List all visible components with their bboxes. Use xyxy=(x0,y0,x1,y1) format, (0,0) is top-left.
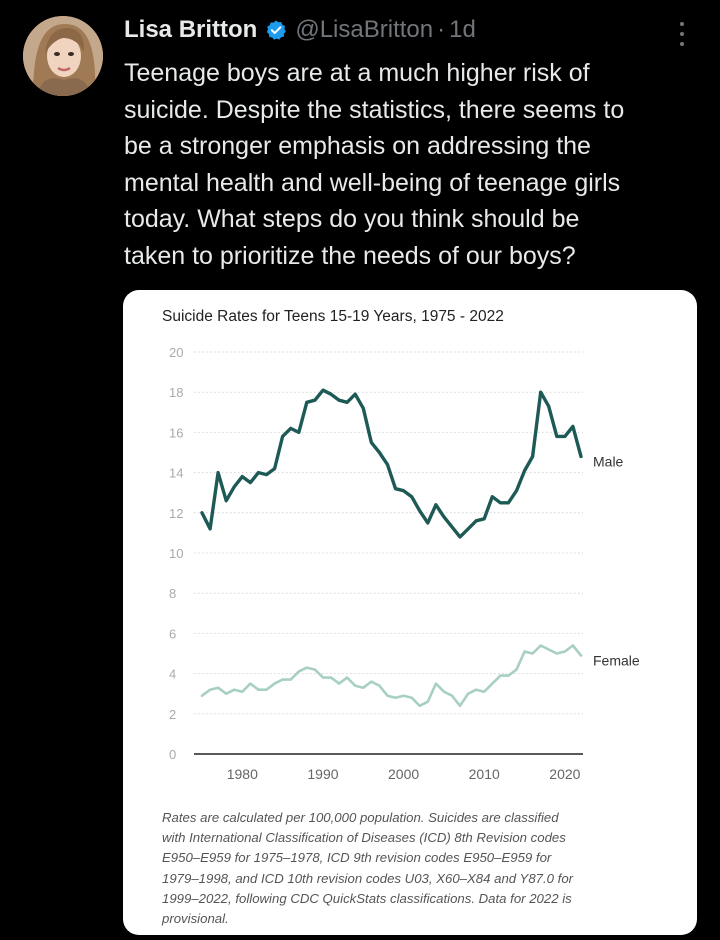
avatar-portrait-image xyxy=(23,16,103,96)
chart-title: Suicide Rates for Teens 15-19 Years, 197… xyxy=(162,308,504,325)
chart-footnote-line: E950–E959 for 1975–1978, ICD 9th revisio… xyxy=(162,850,552,866)
chart-footnote-line: 1979–1998, and ICD 10th revision codes U… xyxy=(162,870,574,886)
tweet-media-chart[interactable]: Suicide Rates for Teens 15-19 Years, 197… xyxy=(123,290,697,935)
chart-footnote-line: with International Classification of Dis… xyxy=(162,830,566,846)
x-tick-label: 1980 xyxy=(227,766,258,782)
tweet-text-line: today. What steps do you think should be xyxy=(124,205,580,233)
y-tick-label: 18 xyxy=(169,385,183,400)
series-line-male xyxy=(200,388,583,539)
y-tick-label: 16 xyxy=(169,425,183,440)
x-tick-label: 2020 xyxy=(549,766,580,782)
tweet-text-line: mental health and well-being of teenage … xyxy=(124,168,621,197)
y-tick-label: 12 xyxy=(169,506,183,521)
y-tick-label: 8 xyxy=(169,586,176,601)
author-handle[interactable]: @LisaBritton xyxy=(295,16,434,43)
y-tick-label: 2 xyxy=(169,707,176,722)
series-line-female xyxy=(200,644,583,708)
chart-footnote-line: 1999–2022, following CDC QuickStats clas… xyxy=(162,890,572,906)
line-chart: 0 2 4 6 8 10 12 14 16 18 20 1980 1990 2000 2010 2020 Mal… xyxy=(169,345,640,782)
series-label-male: Male xyxy=(593,454,624,470)
header-separator: · xyxy=(437,16,446,43)
tweet-text-line: Teenage boys are at a much higher risk o… xyxy=(124,59,590,87)
verified-badge-icon xyxy=(267,20,287,40)
author-name[interactable]: Lisa Britton xyxy=(124,16,258,43)
more-dot xyxy=(680,42,684,46)
chart-footnote: Rates are calculated per 100,000 populat… xyxy=(162,808,682,929)
chart-footnote-line: provisional. xyxy=(162,911,229,927)
chart-footnote-line: Rates are calculated per 100,000 populat… xyxy=(162,810,559,825)
more-dot xyxy=(680,22,684,26)
y-tick-label: 14 xyxy=(169,466,183,481)
y-tick-label: 6 xyxy=(169,626,176,641)
series-label-female: Female xyxy=(593,653,640,669)
more-options-icon[interactable] xyxy=(672,20,692,48)
x-tick-label: 1990 xyxy=(307,766,338,782)
avatar[interactable] xyxy=(23,16,103,96)
more-dot xyxy=(680,32,684,36)
tweet-text-line: be a stronger emphasis on addressing the xyxy=(124,132,591,160)
y-tick-label: 0 xyxy=(169,747,176,762)
y-tick-label: 10 xyxy=(169,546,183,561)
x-tick-label: 2000 xyxy=(388,766,419,782)
y-tick-label: 4 xyxy=(169,667,176,682)
x-tick-label: 2010 xyxy=(469,766,500,782)
tweet-text-line: taken to prioritize the needs of our boy… xyxy=(124,241,576,270)
tweet-timestamp[interactable]: 1d xyxy=(449,16,476,43)
tweet-text-line: suicide. Despite the statistics, there s… xyxy=(124,95,625,124)
y-tick-label: 20 xyxy=(169,345,183,360)
tweet-text: Teenage boys are at a much higher risk o… xyxy=(124,55,704,274)
tweet-header: Lisa Britton @LisaBritton · 1d xyxy=(124,14,476,46)
